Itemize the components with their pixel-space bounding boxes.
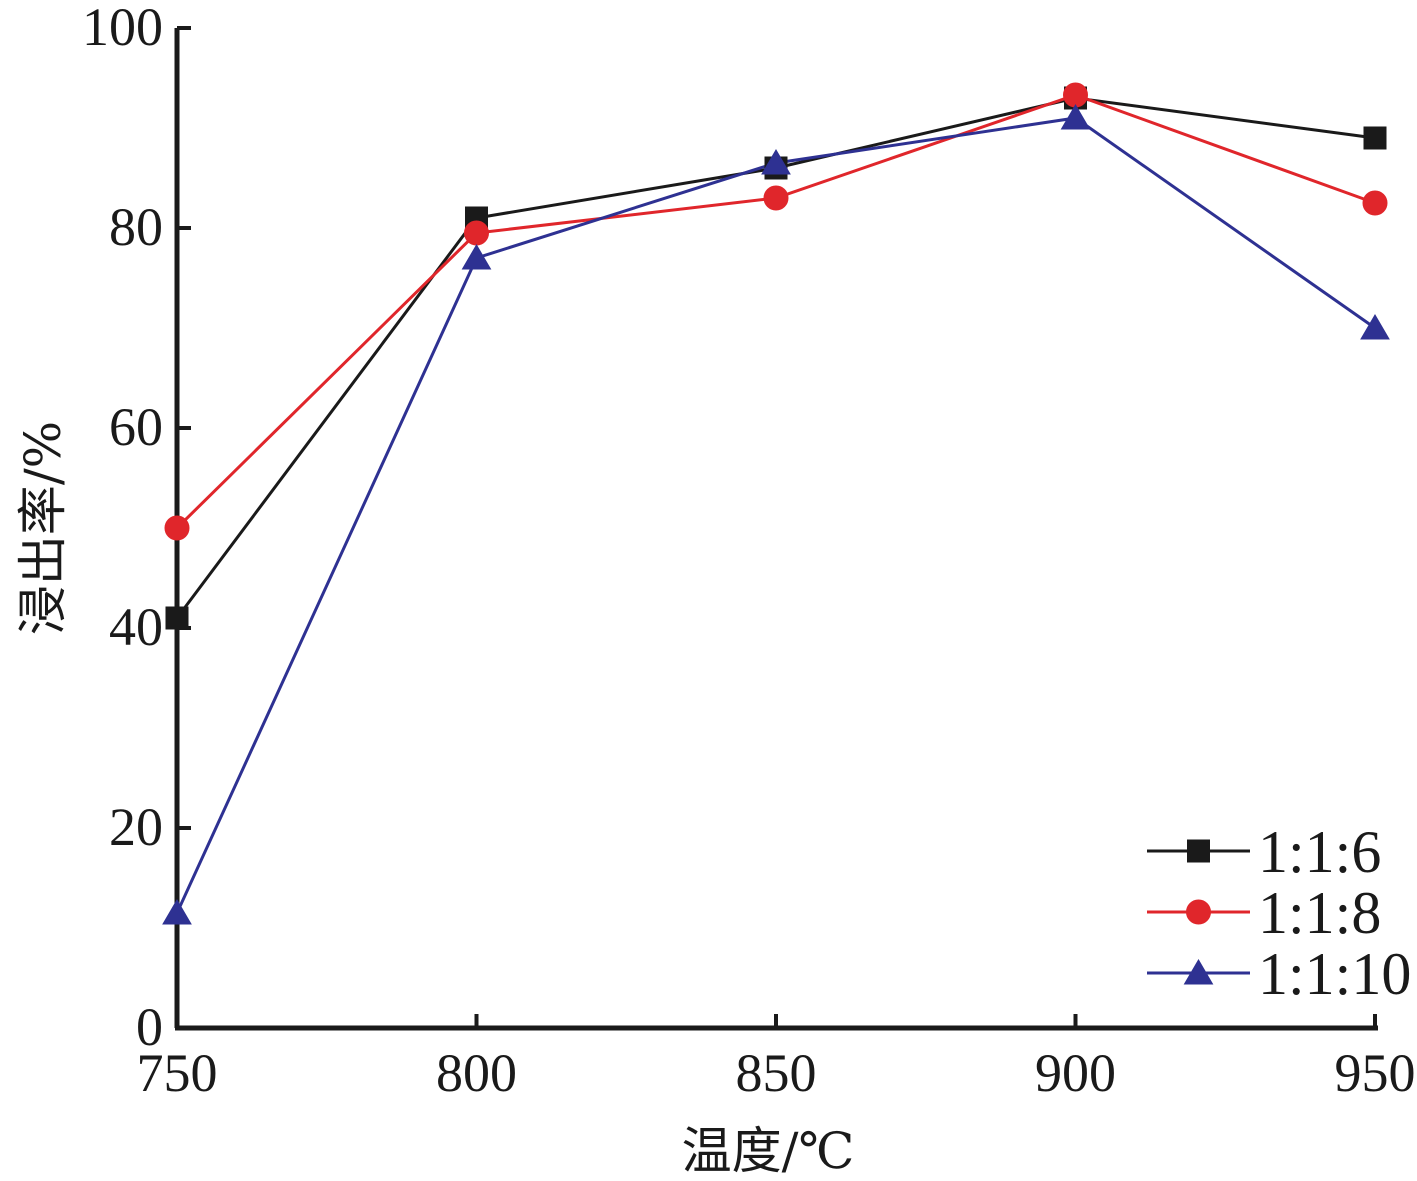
x-tick-label: 900 (1035, 1043, 1116, 1103)
x-tick-label: 950 (1335, 1043, 1416, 1103)
series-line-1:1:10 (175, 116, 1376, 914)
data-point-1:1:6-750 (165, 606, 189, 630)
data-point-1:1:8-850 (763, 185, 789, 211)
data-point-1:1:10-750 (162, 899, 192, 925)
x-tick-label: 750 (137, 1043, 218, 1103)
y-tick-label: 60 (109, 397, 163, 457)
series-markers (162, 82, 1390, 925)
y-tick-label: 0 (136, 997, 163, 1057)
data-point-1:1:10-850 (761, 149, 791, 175)
legend-label: 1:1:8 (1258, 880, 1381, 946)
data-point-1:1:8-900 (1063, 82, 1088, 108)
legend-marker (1183, 959, 1214, 985)
data-point-1:1:8-800 (464, 220, 489, 246)
legend-label: 1:1:10 (1258, 941, 1411, 1007)
data-point-1:1:10-800 (461, 244, 492, 270)
legend-marker (1186, 899, 1211, 925)
y-tick-label: 80 (109, 197, 163, 257)
data-point-1:1:10-950 (1360, 314, 1390, 340)
data-point-1:1:6-950 (1363, 126, 1387, 150)
x-axis-title: 温度/℃ (682, 1122, 855, 1180)
legend: 1:1:61:1:81:1:10 (1147, 819, 1411, 1007)
y-axis-title: 浸出率/% (14, 421, 72, 635)
data-point-1:1:10-900 (1060, 104, 1091, 130)
x-ticks: 750 800 850 900 950 (137, 1014, 1416, 1103)
x-tick-label: 800 (436, 1043, 517, 1103)
legend-marker (1187, 839, 1210, 863)
y-tick-label: 20 (109, 797, 163, 857)
data-point-1:1:8-750 (164, 515, 190, 541)
x-tick-label: 850 (736, 1043, 817, 1103)
y-ticks: 0 20 40 60 80 100 (82, 0, 191, 1057)
data-point-1:1:8-950 (1362, 190, 1388, 216)
series-lines (175, 93, 1376, 914)
y-tick-label: 100 (82, 0, 163, 57)
y-tick-label: 40 (109, 597, 163, 657)
legend-label: 1:1:6 (1258, 819, 1381, 885)
